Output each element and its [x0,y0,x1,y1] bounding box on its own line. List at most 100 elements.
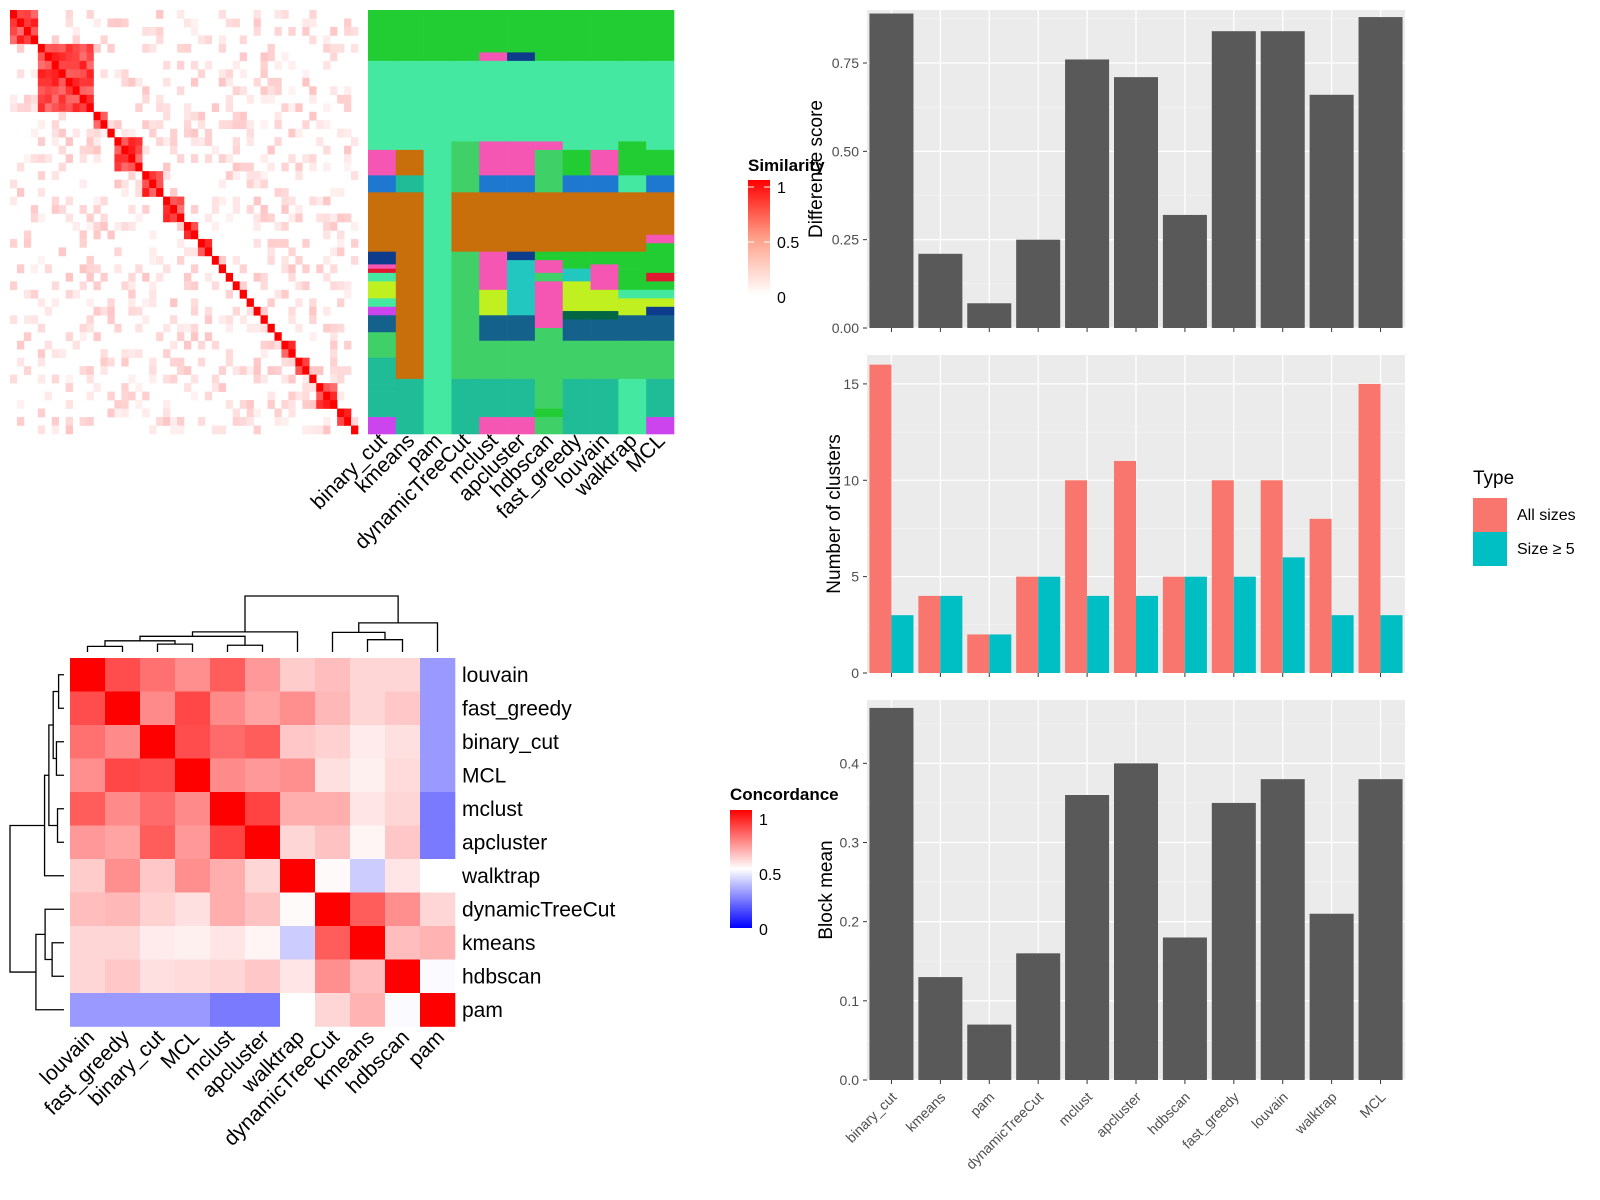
cluster-annotation-cell [618,340,647,380]
similarity-cell [58,162,66,172]
cluster-annotation-cell [368,149,397,176]
similarity-cell [128,154,136,163]
similarity-cell [142,94,150,104]
similarity-cell [267,86,275,96]
similarity-cell [128,272,136,282]
similarity-cell [218,77,227,87]
similarity-cell [107,408,115,418]
similarity-cell [37,408,46,418]
similarity-cell [204,332,213,342]
similarity-cell [211,196,220,206]
cluster-annotation-cell [618,175,647,193]
dendrogram-branch [331,631,386,652]
similarity-cell [323,400,331,409]
similarity-cell [288,213,296,223]
similarity-cell [309,94,317,104]
similarity-cell [86,391,94,401]
similarity-cell [253,26,261,36]
concordance-legend-label: 0 [759,922,768,939]
bar [967,1024,1012,1080]
concordance-cell [140,792,176,826]
similarity-cell [86,298,94,308]
similarity-cell [58,86,66,96]
similarity-cells [10,10,359,435]
similarity-cell [86,137,94,146]
concordance-cell [280,859,316,893]
similarity-cell [44,306,53,316]
concordance-column-dendrogram [86,595,439,652]
similarity-cell [330,26,338,36]
similarity-cell [316,264,324,274]
similarity-cell [37,94,46,104]
similarity-cell [330,383,338,392]
similarity-cell [330,213,338,223]
cluster-annotation-cell [451,251,480,380]
similarity-cell [107,18,115,28]
bar [1358,17,1403,329]
cluster-annotation-cell [534,281,564,329]
similarity-cell [309,86,317,96]
cluster-annotation-cell [562,319,591,342]
similarity-cell [218,179,227,189]
similarity-cell [149,188,157,197]
similarity-cell [37,77,46,87]
similarity-cell [107,120,115,130]
similarity-cell [309,425,317,435]
bar-all-sizes [1162,576,1185,673]
dendrogram-branch [57,674,64,709]
similarity-cell [281,340,289,350]
concordance-cell [280,993,316,1027]
similarity-cell [149,298,157,308]
similarity-cell [197,417,206,426]
concordance-cell [350,792,386,826]
concordance-cell [350,859,386,893]
concordance-row-label: louvain [462,664,529,687]
similarity-cell [163,349,171,358]
similarity-cell [267,145,275,155]
cluster-annotation-cell [479,10,508,53]
similarity-cell [37,255,46,265]
similarity-cell [260,315,268,325]
concordance-cell [140,859,176,893]
similarity-cell [142,120,150,130]
similarity-cell [72,26,80,36]
similarity-cell [107,315,115,325]
similarity-cell [288,26,296,36]
similarity-cell [121,154,129,163]
concordance-cell [70,792,106,826]
cluster-annotation-cell [368,332,397,358]
cluster-annotation-cell [590,175,619,193]
similarity-cell [253,306,261,316]
similarity-cell [281,400,289,409]
similarity-cell [330,366,338,375]
similarity-cell [30,205,39,214]
concordance-cell [70,691,106,726]
similarity-cell [344,103,352,113]
concordance-cell [140,725,176,759]
bar-size-ge-5 [1136,595,1159,673]
similarity-cell [260,349,268,358]
similarity-cell [44,86,53,96]
similarity-cell [79,238,87,248]
similarity-cell [121,391,129,401]
cluster-annotation-cell [479,417,508,435]
concordance-cell [70,758,106,793]
similarity-cell [260,60,268,70]
similarity-cell [72,35,80,45]
similarity-cell [128,162,136,172]
bar [1016,953,1061,1080]
similarity-cell [30,26,39,36]
similarity-cell [309,18,317,28]
cluster-annotation-cell [590,289,619,312]
similarity-cell [86,128,94,138]
similarity-cell [344,128,352,138]
similarity-cell [211,340,220,350]
y-tick-label: 5 [851,569,859,585]
similarity-cell [330,43,338,53]
similarity-cell [23,332,32,342]
similarity-cell [225,77,234,87]
concordance-cell [210,792,246,826]
similarity-cell [337,374,345,384]
cluster-annotation-cell [368,175,397,193]
concordance-cell [175,758,211,793]
